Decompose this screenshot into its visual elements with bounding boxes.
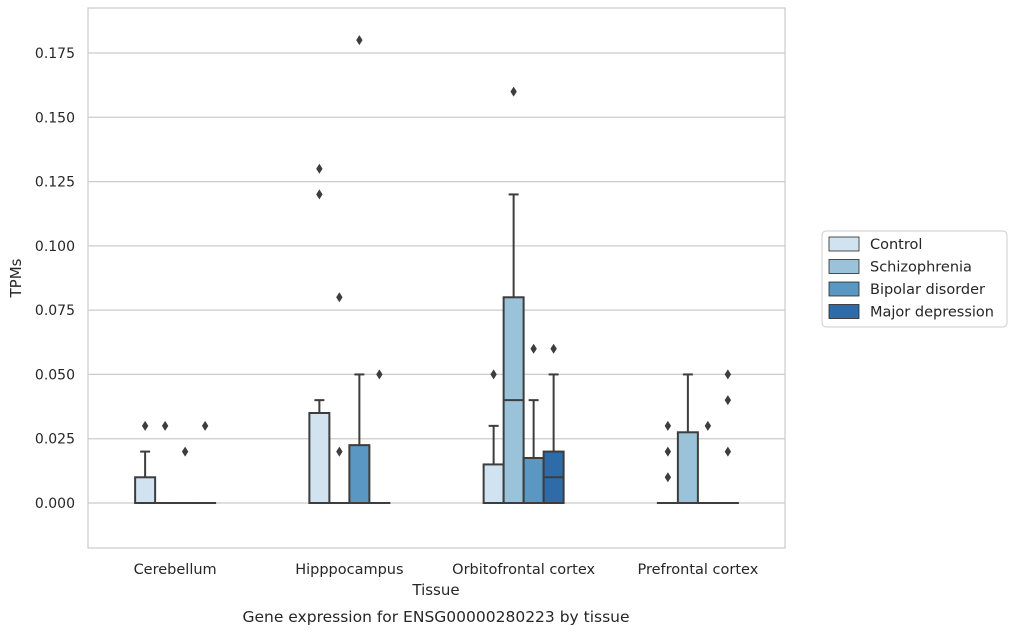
box-body	[308, 412, 331, 504]
box-0	[134, 420, 157, 504]
y-tick-label: 0.050	[35, 367, 75, 383]
box-2	[502, 86, 525, 504]
outlier-point	[664, 420, 672, 431]
x-axis-label: Tissue	[411, 581, 459, 599]
outlier-point	[704, 420, 712, 431]
legend-label: Major depression	[870, 305, 994, 321]
legend-label: Bipolar disorder	[870, 282, 985, 298]
outlier-point	[181, 446, 189, 457]
outlier-point	[316, 163, 323, 174]
y-tick-label: 0.175	[35, 46, 75, 62]
series-major-depression	[194, 343, 739, 505]
series-control	[134, 163, 679, 505]
y-tick-label: 0.075	[35, 303, 75, 319]
box-body	[676, 431, 699, 504]
y-axis-label: TPMs	[7, 258, 25, 298]
outlier-point	[664, 472, 672, 483]
box-1	[308, 163, 331, 504]
y-tick-label: 0.000	[35, 496, 75, 512]
y-tick-label: 0.125	[35, 175, 75, 191]
y-tick-labels: 0.000 0.025 0.050 0.075 0.100 0.125 0.150 0.175	[35, 46, 75, 512]
outlier-point	[336, 292, 343, 303]
box-1	[328, 292, 351, 505]
outlier-point	[141, 420, 149, 431]
box-0	[194, 420, 217, 505]
outlier-point	[510, 86, 517, 97]
y-tick-label: 0.025	[35, 432, 75, 448]
outlier-point	[316, 189, 323, 200]
x-tick-labels: Cerebellum Hipppocampus Orbitofrontal cort…	[134, 562, 759, 578]
box-3	[676, 373, 699, 504]
box-series	[134, 35, 739, 505]
y-tick-label: 0.150	[35, 110, 75, 126]
legend-label: Schizophrenia	[870, 260, 972, 276]
outlier-point	[336, 446, 343, 457]
outlier-point	[550, 343, 557, 354]
x-tick-label: Prefrontal cortex	[637, 562, 758, 578]
outlier-point	[664, 446, 672, 457]
box-1	[368, 369, 391, 505]
y-tick-label: 0.100	[35, 239, 75, 255]
legend-swatch	[828, 304, 860, 319]
legend: Control Schizophrenia Bipolar disorder Majo…	[821, 230, 1008, 328]
box-2	[542, 343, 565, 505]
outlier-point	[724, 369, 732, 380]
box-body	[482, 463, 505, 504]
outlier-point	[356, 35, 363, 46]
plot-area	[87, 7, 786, 549]
legend-swatch	[828, 236, 860, 252]
outlier-point	[530, 343, 537, 354]
box-3	[716, 369, 739, 505]
series-bipolar-disorder	[174, 35, 719, 505]
x-tick-label: Orbitofrontal cortex	[452, 562, 595, 578]
legend-label: Control	[870, 237, 922, 253]
outlier-point	[376, 369, 383, 380]
box-body	[522, 457, 545, 504]
outlier-point	[724, 395, 732, 406]
series-schizophrenia	[154, 86, 699, 505]
outlier-point	[724, 446, 732, 457]
outlier-point	[161, 420, 169, 431]
chart-caption: Gene expression for ENSG00000280223 by t…	[242, 608, 629, 626]
box-body	[134, 476, 157, 504]
legend-swatch	[828, 281, 860, 297]
legend-frame	[821, 230, 1008, 328]
legend-swatch	[828, 259, 860, 274]
outlier-point	[201, 420, 209, 431]
x-tick-label: Hipppocampus	[295, 562, 403, 578]
box-body	[348, 444, 371, 504]
outlier-point	[490, 369, 497, 380]
box-2	[522, 343, 545, 504]
box-1	[348, 35, 371, 504]
x-tick-label: Cerebellum	[134, 562, 217, 578]
